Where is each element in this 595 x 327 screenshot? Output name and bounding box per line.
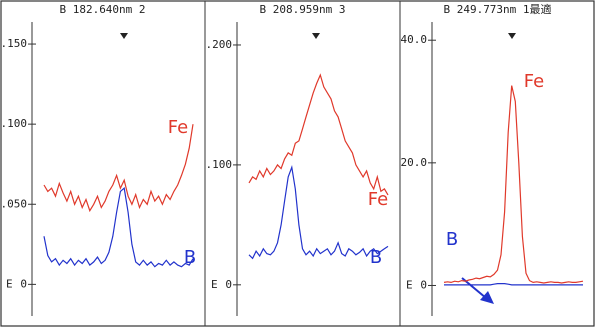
y-tick-label: 40.0: [401, 33, 428, 46]
spectrum-line: [443, 85, 584, 284]
spectrum-line: [248, 73, 389, 196]
spectrum-line: [43, 124, 194, 213]
series-label: Fe: [168, 117, 188, 138]
marker: [120, 33, 128, 39]
spectrum-line: [444, 283, 583, 286]
marker: [312, 33, 320, 39]
spectrum-line: [248, 164, 389, 260]
series-label: B: [446, 229, 458, 250]
series-label: Fe: [368, 189, 388, 210]
panel-title: B 182.640nm 2: [59, 3, 145, 16]
spectrum-line: [43, 187, 194, 268]
series-label: Fe: [524, 71, 544, 92]
marker: [508, 33, 516, 39]
axis-note: E: [406, 278, 413, 291]
arrow-head: [480, 291, 494, 304]
y-tick-label: .100: [1, 117, 28, 130]
y-tick-label: 0: [20, 277, 27, 290]
y-tick-label: .150: [1, 37, 28, 50]
y-tick-label: 0: [225, 278, 232, 291]
panel-title: B 208.959nm 3: [259, 3, 345, 16]
axis-note: E: [211, 278, 218, 291]
axis-note: E: [6, 277, 13, 290]
series-label: B: [370, 247, 382, 268]
y-tick-label: .050: [1, 197, 28, 210]
y-tick-label: 0: [420, 278, 427, 291]
y-tick-label: .200: [206, 38, 233, 51]
series-label: B: [184, 247, 196, 268]
y-tick-label: 20.0: [401, 156, 428, 169]
panel-title: B 249.773nm 1最適: [443, 2, 551, 16]
y-tick-label: .100: [206, 158, 233, 171]
